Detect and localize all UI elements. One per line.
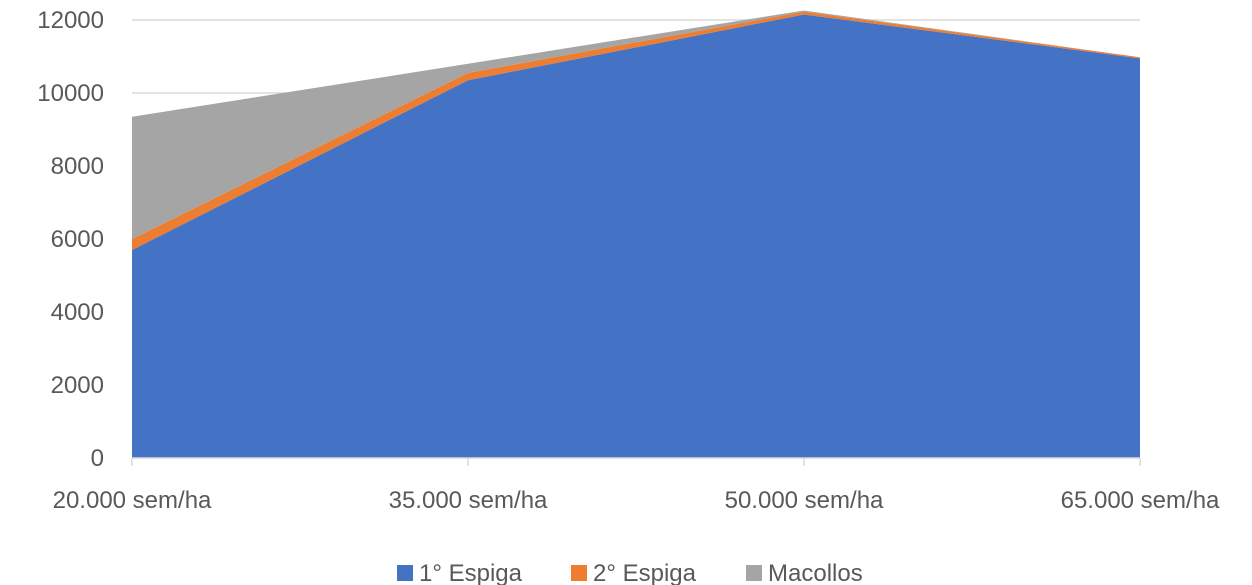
legend-item-1-espiga: 1° Espiga bbox=[397, 560, 523, 585]
legend-label: 1° Espiga bbox=[419, 560, 523, 585]
y-tick-label: 4000 bbox=[51, 299, 104, 326]
legend: 1° Espiga 2° Espiga Macollos bbox=[397, 560, 863, 585]
plot-areas bbox=[132, 10, 1140, 459]
y-tick-label: 10000 bbox=[37, 80, 104, 107]
x-axis-tick-labels: 20.000 sem/ha 35.000 sem/ha 50.000 sem/ha 6… bbox=[53, 487, 1220, 514]
x-tick-label: 20.000 sem/ha bbox=[53, 487, 212, 514]
y-tick-label: 8000 bbox=[51, 153, 104, 180]
y-tick-label: 0 bbox=[91, 445, 104, 472]
y-tick-label: 2000 bbox=[51, 372, 104, 399]
area-series-1-espiga bbox=[132, 14, 1140, 459]
legend-item-2-espiga: 2° Espiga bbox=[571, 560, 697, 585]
legend-item-macollos: Macollos bbox=[746, 560, 863, 585]
x-axis bbox=[131, 457, 1141, 466]
x-tick-label: 35.000 sem/ha bbox=[389, 487, 548, 514]
legend-swatch bbox=[746, 565, 762, 581]
legend-label: 2° Espiga bbox=[593, 560, 697, 585]
y-axis-tick-labels: 0 2000 4000 6000 8000 10000 12000 bbox=[37, 7, 104, 472]
x-tick-label: 50.000 sem/ha bbox=[725, 487, 884, 514]
area-series-macollos bbox=[132, 10, 1140, 240]
legend-label: Macollos bbox=[768, 560, 863, 585]
legend-swatch bbox=[397, 565, 413, 581]
y-tick-label: 6000 bbox=[51, 226, 104, 253]
legend-swatch bbox=[571, 565, 587, 581]
x-tick-label: 65.000 sem/ha bbox=[1061, 487, 1220, 514]
y-tick-label: 12000 bbox=[37, 7, 104, 34]
